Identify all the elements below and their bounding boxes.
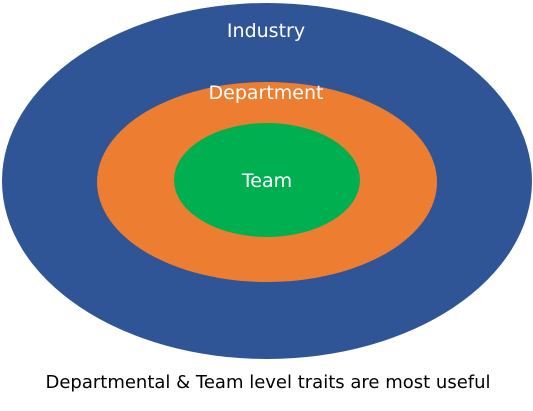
diagram-caption: Departmental & Team level traits are mos…	[45, 372, 490, 393]
team-ellipse	[174, 123, 360, 237]
team-label: Team	[241, 170, 292, 192]
industry-label: Industry	[227, 20, 305, 42]
department-label: Department	[209, 82, 324, 104]
